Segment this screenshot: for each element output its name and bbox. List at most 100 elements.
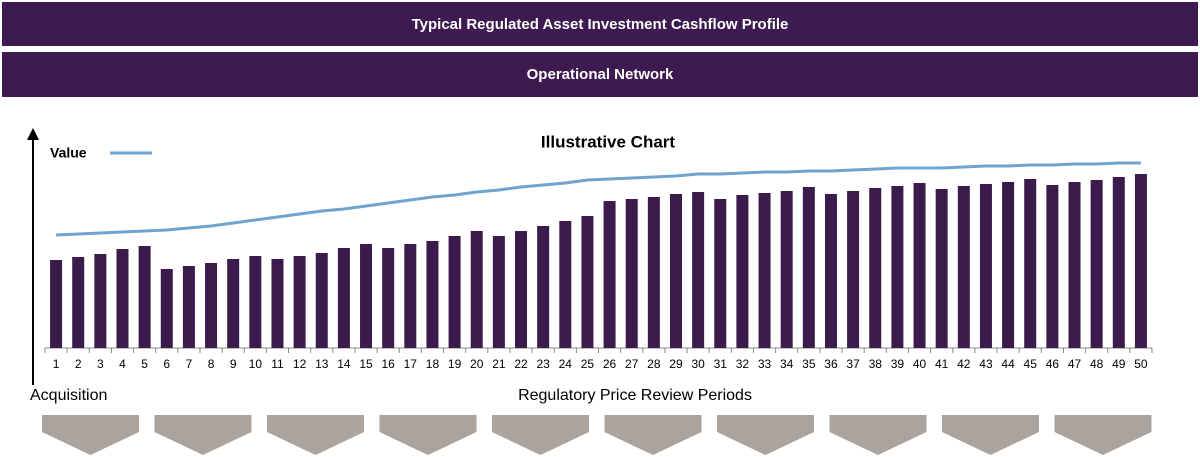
x-tick-label: 4 — [119, 357, 126, 371]
bar — [360, 244, 373, 348]
x-tick-label: 8 — [208, 357, 215, 371]
header-title: Typical Regulated Asset Investment Cashf… — [412, 16, 789, 33]
arrow-head — [27, 128, 39, 140]
bar — [1068, 182, 1081, 348]
bar — [293, 256, 306, 348]
x-tick-label: 49 — [1112, 357, 1126, 371]
x-tick-label: 50 — [1134, 357, 1148, 371]
bar — [515, 231, 528, 348]
x-tick-label: 3 — [97, 357, 104, 371]
x-tick-label: 11 — [271, 357, 284, 371]
bar — [869, 188, 882, 348]
x-tick-label: 23 — [536, 357, 550, 371]
bar — [205, 263, 218, 348]
x-tick-label: 43 — [979, 357, 993, 371]
bar — [1090, 180, 1103, 348]
bar — [337, 248, 350, 348]
x-tick-label: 20 — [470, 357, 484, 371]
x-tick-label: 13 — [315, 357, 329, 371]
x-tick-label: 2 — [75, 357, 82, 371]
chevron — [604, 415, 702, 455]
x-tick-label: 1 — [53, 357, 60, 371]
x-tick-label: 35 — [802, 357, 816, 371]
bar — [692, 192, 705, 348]
chevron — [1054, 415, 1152, 455]
bar — [758, 193, 771, 348]
x-tick-label: 47 — [1068, 357, 1082, 371]
header-bar — [2, 2, 1198, 46]
chevrons — [42, 415, 1152, 455]
bar — [138, 246, 151, 348]
chevron — [717, 415, 814, 455]
bar — [94, 254, 107, 348]
bar — [116, 249, 129, 348]
x-tick-label: 10 — [249, 357, 263, 371]
x-tick-label: 28 — [647, 357, 661, 371]
bar — [647, 197, 660, 348]
x-tick-label: 14 — [337, 357, 351, 371]
bar — [227, 259, 240, 348]
x-tick-label: 39 — [891, 357, 905, 371]
x-tick-label: 17 — [404, 357, 418, 371]
chevron — [42, 415, 139, 455]
subheader-bar — [2, 52, 1198, 97]
x-tick-label: 26 — [603, 357, 617, 371]
bar — [603, 201, 616, 348]
bar — [913, 183, 926, 348]
bar — [714, 199, 727, 348]
bar — [382, 248, 395, 348]
x-tick-label: 46 — [1046, 357, 1060, 371]
bar — [271, 259, 284, 348]
chevron — [267, 415, 364, 455]
chevron — [942, 415, 1039, 455]
x-tick-label: 12 — [293, 357, 307, 371]
x-tick-label: 33 — [758, 357, 772, 371]
chevron — [829, 415, 927, 455]
x-tick-label: 30 — [691, 357, 705, 371]
x-tick-label: 19 — [448, 357, 462, 371]
x-tick-label: 18 — [426, 357, 440, 371]
x-tick-label: 9 — [230, 357, 237, 371]
x-tick-label: 25 — [581, 357, 595, 371]
bar — [249, 256, 262, 348]
bar — [492, 236, 505, 348]
x-tick-label: 24 — [559, 357, 573, 371]
x-tick-label: 16 — [381, 357, 395, 371]
x-tick-label: 5 — [141, 357, 148, 371]
bar — [1112, 177, 1125, 348]
bar — [979, 184, 992, 348]
x-tick-label: 44 — [1001, 357, 1015, 371]
x-tick-label: 29 — [669, 357, 683, 371]
legend-label: Value — [50, 145, 87, 161]
line — [56, 161, 1141, 237]
header-subtitle: Operational Network — [527, 66, 674, 83]
x-tick-label: 32 — [736, 357, 750, 371]
x-tick-label: 27 — [625, 357, 639, 371]
x-tick-label: 21 — [492, 357, 506, 371]
x-tick-label: 45 — [1024, 357, 1038, 371]
x-tick-label: 36 — [824, 357, 838, 371]
bar — [1046, 185, 1059, 348]
x-axis-label: Regulatory Price Review Periods — [518, 387, 752, 404]
bar — [182, 266, 195, 348]
bar — [1024, 179, 1037, 348]
x-tick-label: 41 — [935, 357, 949, 371]
x-tick-label: 34 — [780, 357, 794, 371]
chevron — [379, 415, 477, 455]
bar — [780, 191, 793, 348]
x-tick-label: 31 — [714, 357, 728, 371]
chevron — [492, 415, 589, 455]
x-tick-label: 48 — [1090, 357, 1104, 371]
chevron — [154, 415, 252, 455]
bar — [559, 221, 572, 348]
x-tick-label: 7 — [186, 357, 193, 371]
bar — [957, 186, 970, 348]
chart-title: Illustrative Chart — [541, 132, 675, 151]
bar — [404, 244, 417, 348]
bar — [315, 253, 328, 348]
x-tick-label: 15 — [359, 357, 373, 371]
bar — [537, 226, 550, 348]
bar — [935, 189, 948, 348]
x-tick-label: 22 — [514, 357, 528, 371]
bar — [1002, 182, 1015, 348]
